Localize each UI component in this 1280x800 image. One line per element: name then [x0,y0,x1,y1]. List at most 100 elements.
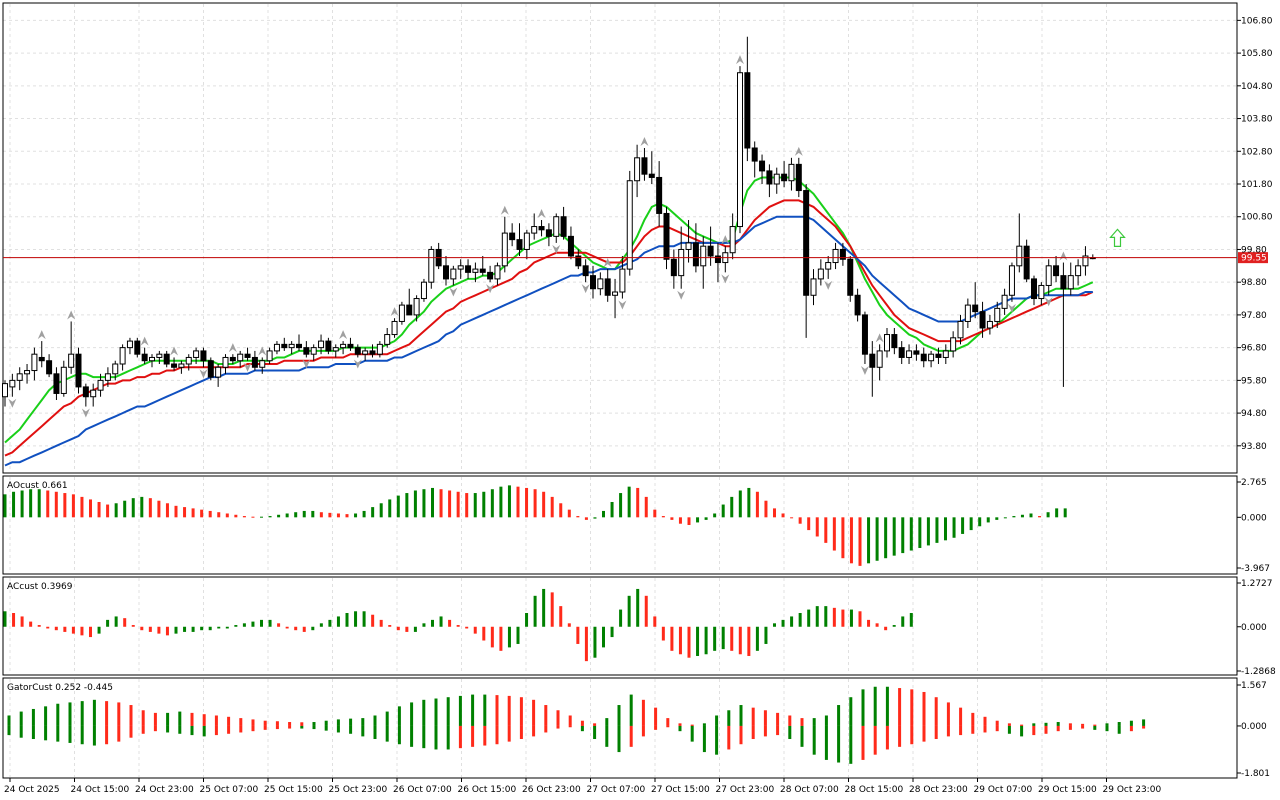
candle-body [332,347,339,352]
candle-body [582,265,589,277]
candle [729,213,736,260]
histogram-bar [1003,517,1007,519]
gator-lower-bar [1093,725,1097,730]
gator-lower-bar [471,725,475,747]
gator-upper-bar [715,715,719,726]
gator-lower-bar [995,725,999,732]
fractal-down-icon [486,284,495,294]
histogram-bar [1012,516,1016,518]
candle-body [1023,245,1030,280]
histogram-bar [251,516,255,518]
candle-body [494,265,501,280]
candle [384,328,391,348]
histogram-bar [12,613,16,627]
candle [134,337,141,358]
gator-lower-bar [495,725,499,745]
gator-upper-bar [922,691,926,726]
histogram-bar [678,517,682,524]
fractal-down-icon [860,366,869,375]
histogram-bar [268,516,272,518]
fractal-down-icon [552,244,561,254]
candle-body [398,304,405,322]
candle [207,357,214,381]
time-tick-label: 27 Oct 15:00 [651,785,710,795]
gator-upper-bar [641,699,645,726]
candle [398,301,405,325]
histogram-bar [20,616,24,627]
histogram-bar [131,625,135,627]
gator-upper-bar [1081,723,1085,726]
candle [567,226,574,260]
candle [376,341,383,358]
moving-average-line [4,199,1094,457]
histogram-bar [80,626,84,636]
candle [450,265,457,286]
candle [876,344,883,381]
candle [420,278,427,302]
candle-body [281,343,288,349]
gator-lower-bar [385,725,389,742]
histogram-bar [345,514,349,518]
histogram-bar [978,517,982,527]
gator-lower-bar [31,725,35,740]
time-tick-label: 27 Oct 07:00 [587,785,646,795]
candle [884,328,890,358]
candle [465,259,472,279]
candle [861,311,868,364]
gator-lower-bar [178,725,182,734]
histogram-bar [644,496,648,518]
gator-upper-bar [80,701,84,726]
fractal-up-icon [537,209,546,218]
candle [53,367,60,400]
histogram-bar [131,498,135,518]
histogram-bar [696,626,700,656]
candle [509,223,516,247]
candle [590,265,596,299]
candle [994,301,1001,328]
candle [347,337,354,351]
histogram-bar [807,517,811,531]
gator-lower-bar [141,725,145,734]
gator-lower-bar [336,725,340,733]
axis-tick-label: 2.765 [1241,478,1267,488]
candle-body [869,353,876,368]
histogram-bar [619,493,623,518]
candle [68,321,75,374]
histogram-bar [260,516,263,518]
gator-upper-bar [56,703,60,726]
histogram-bar [986,517,990,523]
histogram-bar [217,512,221,518]
candle-body [509,232,516,241]
fractal-up-icon [500,205,509,215]
histogram-bar [550,496,554,518]
candle-body [406,304,413,316]
histogram-bar [140,626,144,631]
fractal-down-icon [243,362,252,372]
gator-panel[interactable] [2,677,1238,779]
histogram-bar [448,619,452,627]
main-panel[interactable] [2,2,1238,474]
histogram-bar [593,626,597,658]
time-tick-label: 28 Oct 07:00 [780,785,839,795]
candle-body [670,258,677,277]
ac-panel[interactable] [2,576,1238,676]
candle-body [590,275,596,290]
ao-panel[interactable] [2,475,1238,575]
time-axis: 24 Oct 2025 24 Oct 15:00 24 Oct 23:00 25 Oc… [4,778,1161,795]
candle [1031,275,1037,306]
histogram-bar [499,486,503,518]
histogram-bar [490,489,494,518]
candle-body [861,314,868,355]
histogram-bar [961,517,965,534]
gator-lower-bar [519,725,523,740]
fractal-down-icon [618,300,627,310]
candle [141,347,148,364]
candle [1089,254,1096,260]
candle [428,246,435,289]
candle [178,360,185,374]
candle-body [1045,265,1052,286]
histogram-bar [302,626,306,632]
histogram-bar [550,592,554,627]
fractal-up-icon [170,346,179,356]
